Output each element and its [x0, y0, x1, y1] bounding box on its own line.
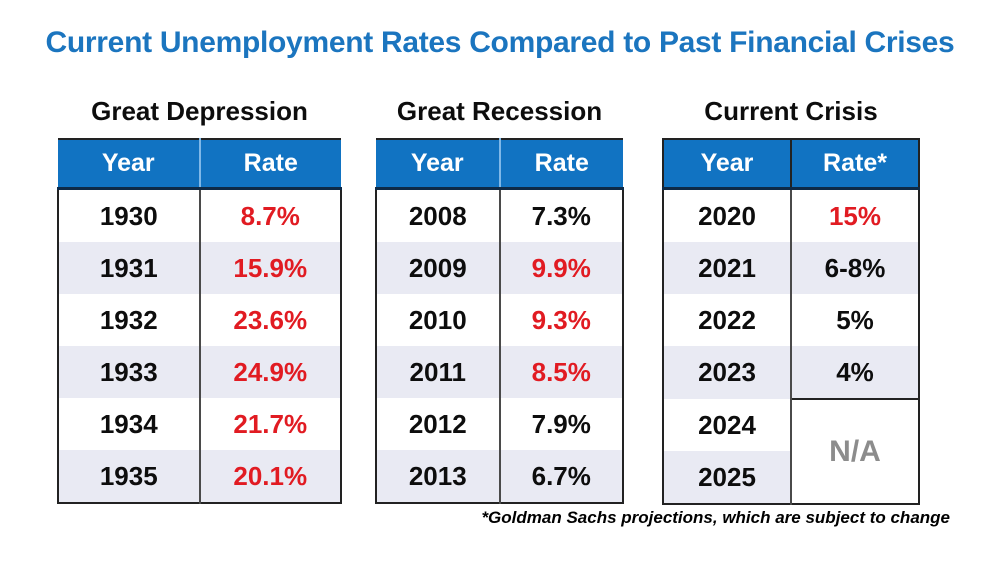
year-cell: 2009	[376, 242, 501, 294]
year-cell: 2008	[376, 188, 501, 242]
rate-cell: 15.9%	[233, 252, 308, 283]
footnote: *Goldman Sachs projections, which are su…	[481, 508, 950, 527]
header-row: Year Rate	[376, 138, 623, 190]
rate-cell: 20.1%	[233, 460, 308, 491]
current-crisis-section: Current Crisis Year Rate* 2020 15% 2021 6-8…	[662, 96, 920, 505]
rate-cell: 5%	[836, 304, 874, 335]
year-cell: 1931	[58, 242, 201, 294]
year-cell: 2021	[663, 242, 792, 294]
great-depression-heading: Great Depression	[91, 96, 308, 126]
rate-column-header: Rate	[499, 138, 623, 190]
year-cell: 1935	[58, 450, 201, 503]
rate-cell: 6-8%	[824, 252, 886, 283]
table-body: 2020 15% 2021 6-8% 2022 5% 2023 4% 2024 N/A 2025	[663, 188, 919, 504]
rate-cell: 8.5%	[531, 356, 591, 387]
year-cell: 2022	[663, 294, 792, 346]
great-recession-section: Great Recession Year Rate 2008 7.3% 2009 9.…	[375, 96, 624, 504]
table-row: 2011 8.5%	[376, 346, 623, 398]
year-cell: 2025	[663, 451, 792, 504]
rate-cell: 7.3%	[531, 200, 591, 231]
current-crisis-heading: Current Crisis	[704, 96, 878, 126]
year-column-header: Year	[662, 138, 792, 190]
page-title: Current Unemployment Rates Compared to P…	[45, 26, 955, 59]
year-cell: 2023	[663, 346, 792, 399]
table-row: 1930 8.7%	[58, 188, 341, 242]
great-depression-table: Year Rate 1930 8.7% 1931 15.9% 1932 23.6% 1933…	[57, 138, 342, 504]
year-cell: 2020	[663, 188, 792, 242]
year-cell: 1933	[58, 346, 201, 398]
rate-cell: 15%	[828, 200, 882, 231]
rate-cell: 9.3%	[531, 304, 591, 335]
table-row: 1933 24.9%	[58, 346, 341, 398]
table-row: 2008 7.3%	[376, 188, 623, 242]
table-header: Year Rate	[376, 138, 623, 190]
year-cell: 2024	[663, 399, 792, 451]
header-row: Year Rate	[58, 138, 341, 190]
rate-cell: 7.9%	[531, 408, 591, 439]
table-header: Year Rate	[58, 138, 341, 190]
table-row: 2013 6.7%	[376, 450, 623, 503]
year-cell: 1932	[58, 294, 201, 346]
table-row: 1935 20.1%	[58, 450, 341, 503]
tables-row: Great Depression Year Rate 1930 8.7% 1931 1…	[57, 96, 1000, 505]
rate-column-header: Rate	[199, 138, 341, 190]
rate-cell: 4%	[836, 356, 874, 387]
year-cell: 1934	[58, 398, 201, 450]
great-depression-section: Great Depression Year Rate 1930 8.7% 1931 1…	[57, 96, 342, 504]
year-column-header: Year	[376, 138, 501, 190]
table-row: 2020 15%	[663, 188, 919, 242]
table-row: 2021 6-8%	[663, 242, 919, 294]
table-row: 2024 N/A	[663, 398, 919, 504]
table-row: 2009 9.9%	[376, 242, 623, 294]
table-row: 2012 7.9%	[376, 398, 623, 450]
rate-column-header: Rate*	[791, 138, 920, 190]
table-body: 1930 8.7% 1931 15.9% 1932 23.6% 1933 24.9% 1934 2…	[58, 188, 341, 503]
rate-cell: 8.7%	[240, 200, 300, 231]
rate-cell: 23.6%	[233, 304, 308, 335]
rate-cell: 24.9%	[233, 356, 308, 387]
table-row: 1932 23.6%	[58, 294, 341, 346]
year-cell: 2013	[376, 450, 501, 503]
current-crisis-table: Year Rate* 2020 15% 2021 6-8% 2022 5% 2023 4% 20…	[662, 138, 920, 505]
header-row: Year Rate*	[662, 138, 920, 190]
rate-cell: 6.7%	[531, 460, 591, 491]
table-row: 1931 15.9%	[58, 242, 341, 294]
na-cell: N/A	[791, 398, 919, 504]
table-row: 2010 9.3%	[376, 294, 623, 346]
great-recession-heading: Great Recession	[396, 96, 603, 126]
table-row: 2023 4%	[663, 346, 919, 399]
table-row: 2022 5%	[663, 294, 919, 346]
year-cell: 2010	[376, 294, 501, 346]
table-header: Year Rate*	[662, 138, 920, 190]
table-row: 1934 21.7%	[58, 398, 341, 450]
year-cell: 2012	[376, 398, 501, 450]
rate-cell: 21.7%	[233, 408, 308, 439]
year-cell: 1930	[58, 188, 201, 242]
great-recession-table: Year Rate 2008 7.3% 2009 9.9% 2010 9.3% 2011 8.…	[375, 138, 624, 504]
rate-cell: 9.9%	[531, 252, 591, 283]
year-cell: 2011	[376, 346, 501, 398]
table-body: 2008 7.3% 2009 9.9% 2010 9.3% 2011 8.5% 2012 7.9%…	[376, 188, 623, 503]
year-column-header: Year	[58, 138, 201, 190]
